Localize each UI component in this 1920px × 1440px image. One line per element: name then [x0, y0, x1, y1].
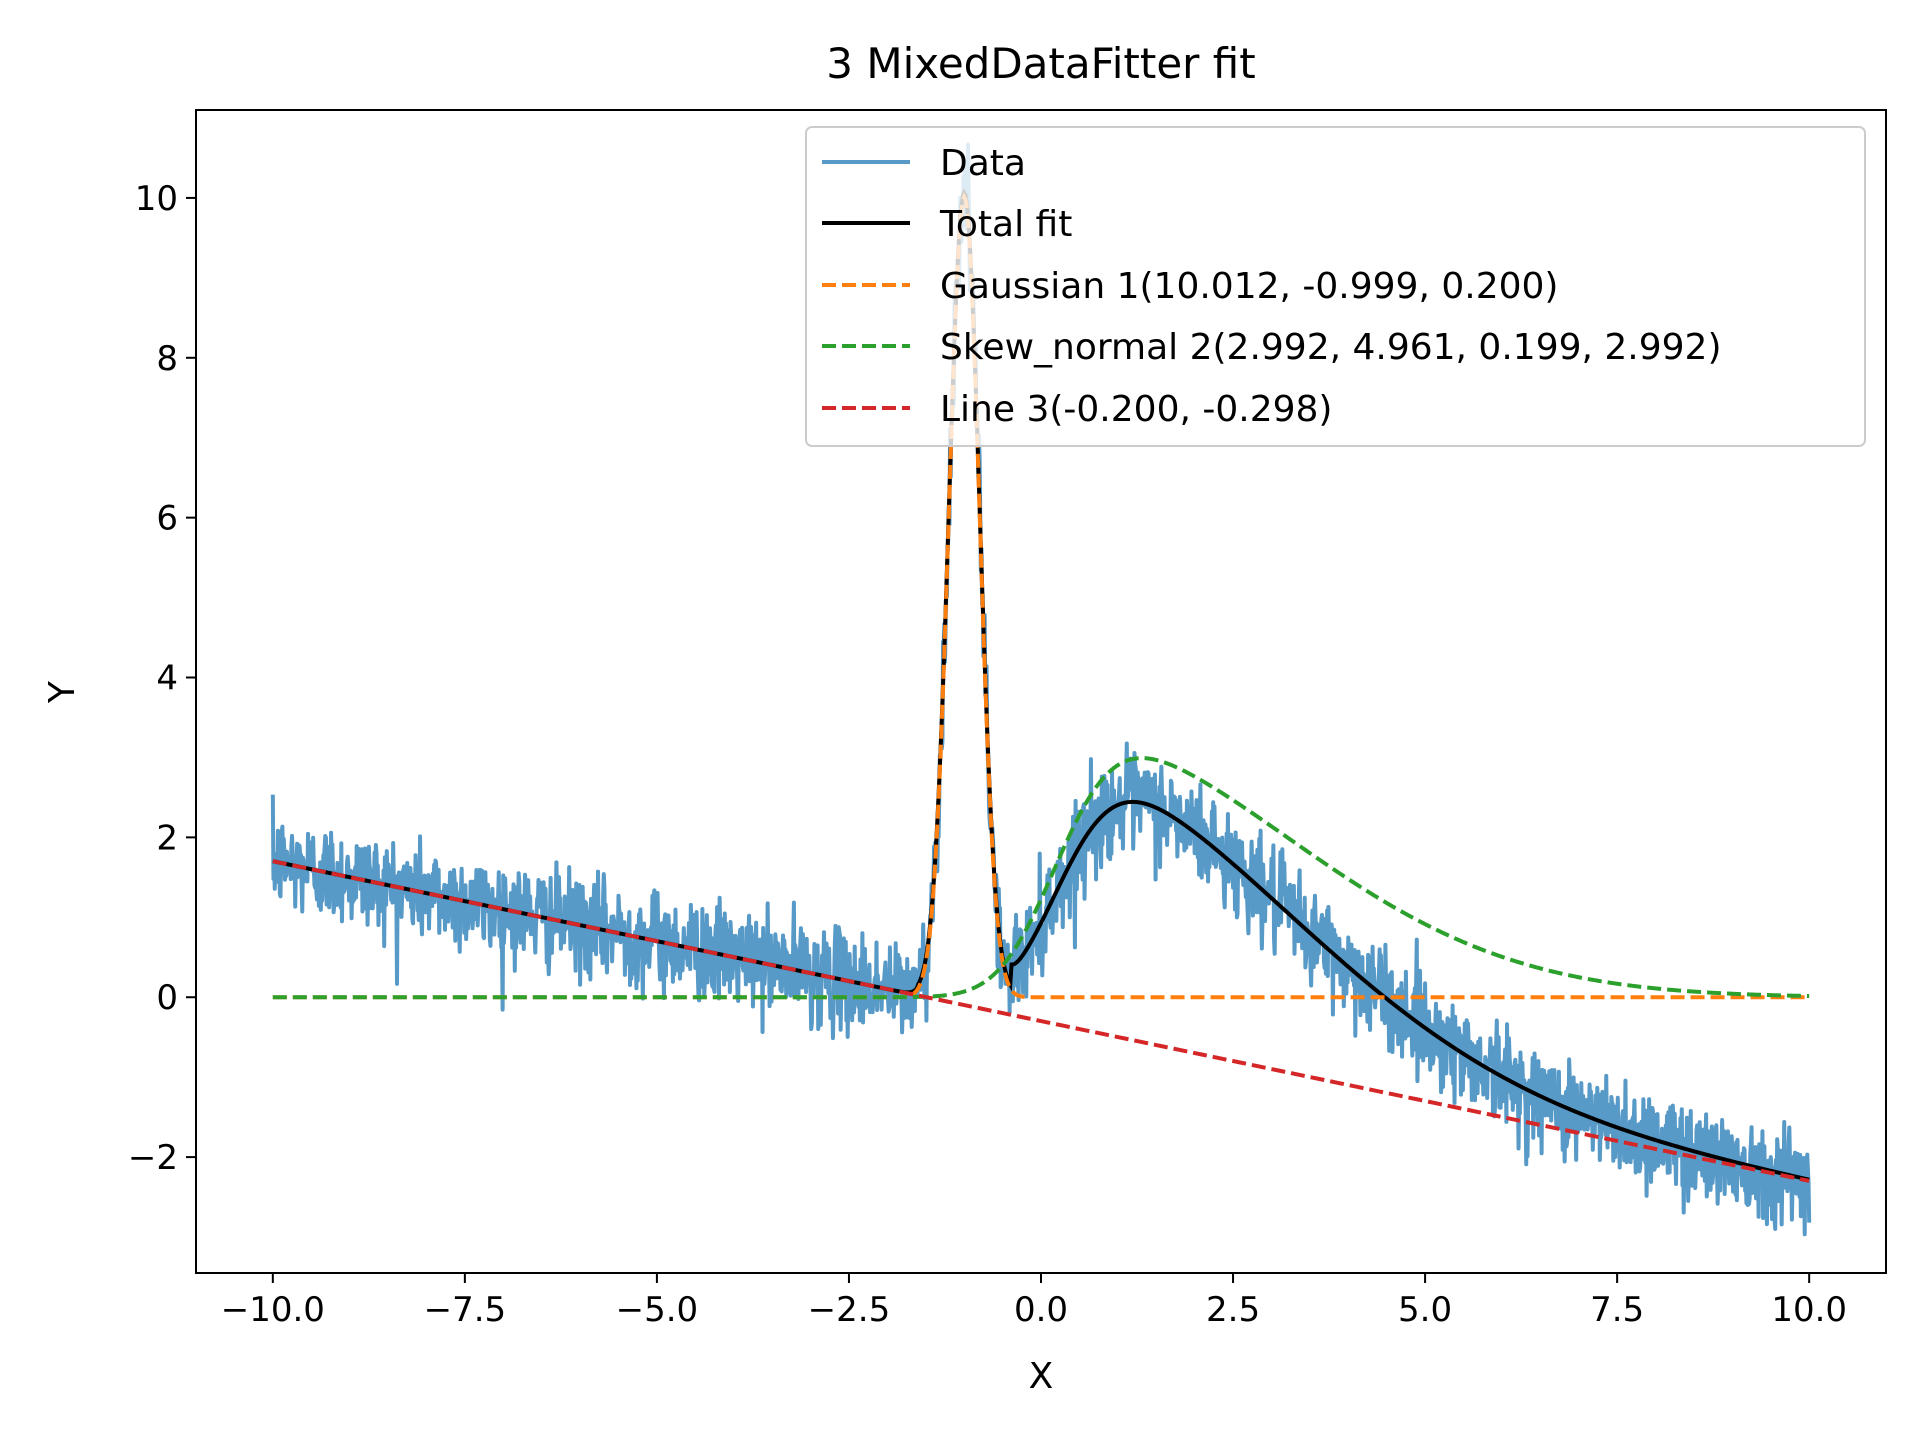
y-axis-label: Y: [42, 680, 83, 704]
x-tick-label: −5.0: [616, 1290, 699, 1330]
y-tick-label: 8: [156, 339, 178, 379]
y-tick-label: 10: [135, 179, 178, 219]
x-axis-label: X: [1029, 1356, 1054, 1397]
y-tick-label: 6: [156, 499, 178, 539]
series-data-line: [270, 142, 1812, 1237]
legend-label-line: Line 3(-0.200, -0.298): [940, 389, 1332, 430]
x-axis: −10.0 −7.5 −5.0 −2.5 0.0 2.5 5.0 7.5 10.0: [221, 1273, 1847, 1330]
y-tick-label: 4: [156, 659, 178, 699]
legend-label-total-fit: Total fit: [939, 204, 1072, 245]
y-tick-label: 0: [156, 978, 178, 1018]
series-layer: [270, 142, 1812, 1237]
legend-label-gaussian: Gaussian 1(10.012, -0.999, 0.200): [940, 266, 1558, 307]
y-tick-label: 2: [156, 818, 178, 858]
y-tick-label: −2: [128, 1138, 178, 1178]
series-skew-normal-line: [272, 756, 1810, 1000]
x-tick-label: 2.5: [1206, 1290, 1260, 1330]
legend-box: [805, 126, 1866, 447]
legend: Data Total fit Gaussian 1(10.012, -0.999…: [805, 126, 1866, 447]
chart-title: 3 MixedDataFitter fit: [826, 39, 1255, 88]
plot-area: [270, 142, 1812, 1237]
legend-label-data: Data: [940, 143, 1026, 184]
series-line-line: [272, 859, 1810, 1183]
x-tick-label: −2.5: [808, 1290, 891, 1330]
x-tick-label: 5.0: [1398, 1290, 1452, 1330]
x-tick-label: 10.0: [1771, 1290, 1847, 1330]
series-gaussian-line: [272, 192, 1810, 1000]
x-tick-label: −7.5: [424, 1290, 507, 1330]
x-tick-label: 7.5: [1590, 1290, 1644, 1330]
x-tick-label: −10.0: [221, 1290, 325, 1330]
x-tick-label: 0.0: [1014, 1290, 1068, 1330]
legend-label-skew-normal: Skew_normal 2(2.992, 4.961, 0.199, 2.992…: [940, 327, 1722, 368]
y-axis: −2 0 2 4 6 8 10: [128, 179, 196, 1178]
